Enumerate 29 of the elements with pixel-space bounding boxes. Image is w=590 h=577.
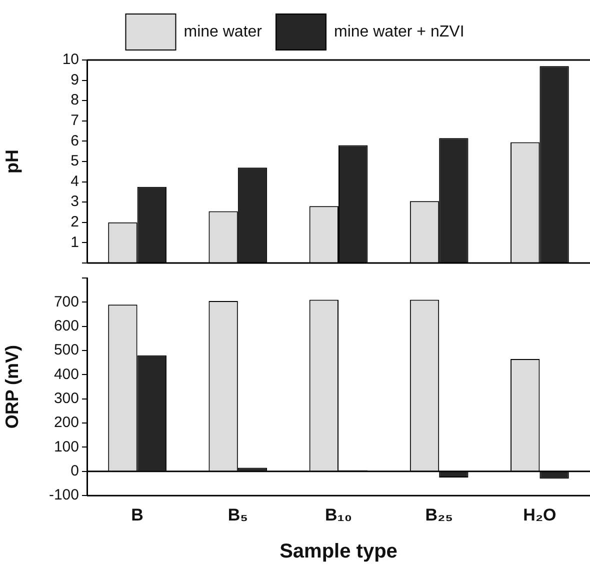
y-tick-label: 6	[70, 132, 79, 150]
y-axis-title: pH	[2, 150, 22, 174]
y-tick-label: 600	[54, 317, 79, 334]
y-axis-title: ORP (mV)	[2, 344, 22, 429]
y-tick-label: 8	[70, 92, 79, 109]
y-tick-label: 2	[70, 214, 79, 231]
y-tick-label: 500	[54, 342, 79, 359]
y-tick-label: 4	[70, 172, 79, 190]
x-tick-label: B₁₀	[325, 505, 352, 524]
x-tick-label: B₂₅	[425, 505, 453, 524]
y-tick-label: 400	[54, 366, 79, 383]
y-tick-label: 5	[70, 152, 79, 170]
y-tick-label: 700	[54, 293, 79, 310]
x-axis-title: Sample type	[280, 540, 398, 563]
x-tick-label: B	[131, 505, 144, 524]
y-tick-label: -100	[48, 486, 79, 504]
legend-label: mine water	[184, 23, 263, 40]
x-tick-label: H₂O	[523, 505, 556, 524]
y-tick-label: 200	[54, 414, 79, 432]
y-tick-label: 1	[70, 234, 79, 251]
y-tick-label: 100	[54, 438, 79, 456]
y-tick-label: 10	[62, 51, 79, 68]
y-tick-label: 0	[70, 462, 79, 480]
legend-label: mine water + nZVI	[334, 23, 464, 40]
y-tick-label: 3	[70, 193, 79, 210]
y-tick-label: 9	[70, 71, 79, 88]
y-tick-label: 300	[54, 390, 79, 408]
y-tick-label: 7	[70, 112, 79, 130]
x-tick-label: B₅	[228, 505, 248, 524]
